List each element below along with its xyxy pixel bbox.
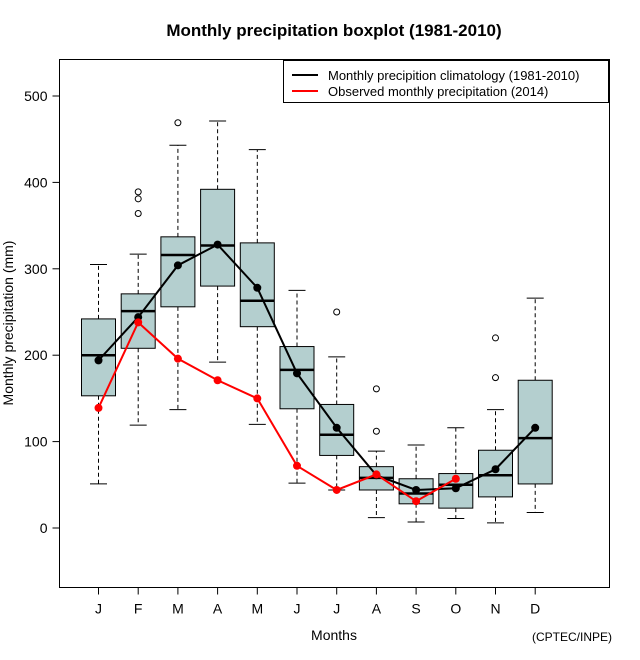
series-point xyxy=(253,394,262,403)
x-tick-label: M xyxy=(251,601,263,617)
outlier-point xyxy=(333,308,341,316)
iqr-box xyxy=(160,236,196,308)
series-line xyxy=(97,320,457,503)
outlier-point xyxy=(492,334,499,342)
series-point xyxy=(134,318,143,327)
outlier-point xyxy=(134,195,142,203)
series-point xyxy=(173,354,182,363)
box-8 xyxy=(398,444,434,523)
series-point xyxy=(293,369,301,378)
box-11 xyxy=(517,297,553,513)
series-point xyxy=(213,240,222,249)
x-tick-label: M xyxy=(172,601,184,617)
series-point xyxy=(173,261,182,270)
y-tick-label: 0 xyxy=(40,520,48,536)
x-tick-label: J xyxy=(294,601,301,617)
series-point xyxy=(253,283,262,292)
series-point xyxy=(412,497,421,506)
plot-frame xyxy=(59,59,610,588)
series-point xyxy=(451,474,460,483)
y-tick-label: 400 xyxy=(24,174,48,190)
series-point xyxy=(94,356,103,365)
legend: Monthly precipition climatology (1981-20… xyxy=(283,60,609,103)
credit-label: (CPTEC/INPE) xyxy=(532,630,612,644)
series-point xyxy=(94,403,103,412)
series-point xyxy=(531,423,540,432)
box-6 xyxy=(319,308,355,491)
box-7 xyxy=(358,385,394,519)
series-point xyxy=(213,376,222,385)
iqr-box xyxy=(200,188,236,287)
y-axis-label: Monthly precipitation (mm) xyxy=(0,241,16,406)
x-tick-label: O xyxy=(450,601,461,617)
x-tick-label: D xyxy=(530,601,540,617)
series-point xyxy=(451,484,460,493)
x-tick-label: J xyxy=(333,601,340,617)
series-observed xyxy=(94,318,460,506)
series-point xyxy=(332,485,341,494)
series-point xyxy=(372,470,381,479)
outlier-point xyxy=(372,427,380,435)
outlier-point xyxy=(134,188,142,196)
series-point xyxy=(332,423,341,432)
series-line xyxy=(97,243,536,491)
iqr-box xyxy=(279,346,315,410)
y-axis: 0 100 200 300 400 500 xyxy=(24,88,60,536)
x-tick-label: S xyxy=(411,601,420,617)
legend-label-observed: Observed monthly precipitation (2014) xyxy=(328,84,548,99)
x-tick-label: A xyxy=(213,601,223,617)
series-point xyxy=(293,461,301,470)
y-tick-label: 500 xyxy=(24,88,48,104)
lines-layer xyxy=(94,240,540,506)
outlier-point xyxy=(492,374,499,382)
boxes-layer xyxy=(81,119,553,524)
box-3 xyxy=(200,120,236,363)
x-tick-label: J xyxy=(95,601,102,617)
x-tick-label: A xyxy=(372,601,382,617)
box-5 xyxy=(279,289,315,484)
x-tick-label: N xyxy=(490,601,500,617)
y-tick-label: 200 xyxy=(24,347,48,363)
box-9 xyxy=(438,427,474,519)
box-2 xyxy=(160,119,196,411)
outlier-point xyxy=(174,119,182,127)
outlier-point xyxy=(134,210,142,218)
box-1 xyxy=(120,188,156,426)
legend-label-climatology: Monthly precipition climatology (1981-20… xyxy=(328,68,579,83)
outlier-point xyxy=(372,385,380,393)
series-point xyxy=(412,485,421,494)
box-10 xyxy=(478,334,513,524)
y-tick-label: 300 xyxy=(24,261,48,277)
y-tick-label: 100 xyxy=(24,434,48,450)
chart-title: Monthly precipitation boxplot (1981-2010… xyxy=(166,21,501,40)
series-point xyxy=(491,465,500,474)
iqr-box xyxy=(517,379,553,485)
x-axis-label: Months xyxy=(311,627,357,643)
legend-box xyxy=(283,60,609,103)
x-tick-label: F xyxy=(134,601,143,617)
box-0 xyxy=(81,263,116,485)
